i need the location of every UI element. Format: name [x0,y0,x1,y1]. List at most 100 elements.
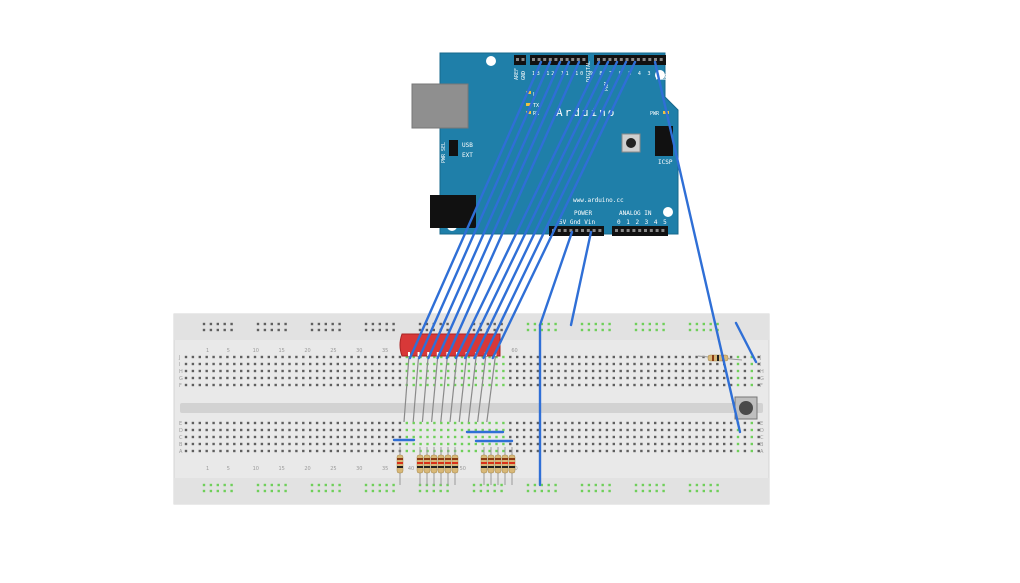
display-leads [403,355,496,423]
header-pin [537,58,541,61]
resistor-band [431,462,437,464]
resistor-band [495,458,501,460]
row-label: I [760,362,761,368]
header-pin [614,58,618,61]
row-label: F [760,383,763,389]
resistor-band [417,458,423,460]
resistor-band [495,466,501,468]
usb-label: USB [462,142,473,149]
resistor-band [488,466,494,468]
resistor-band [397,462,403,464]
display-pin [417,352,420,356]
jumper-wire [482,60,628,360]
header-pin [597,58,600,61]
row-label: C [760,435,764,441]
column-number: 1 [206,348,209,354]
resistor-band [502,458,508,460]
column-number: 15 [278,348,284,354]
digital-label: DIGITAL [586,61,592,82]
column-number: 35 [382,348,388,354]
column-number: 20 [304,348,310,354]
header-pin [565,58,569,61]
jumper-wire [473,60,619,360]
column-number: 5 [227,348,230,354]
display-lead [440,355,448,423]
breadboard-row-labels: J JI IH HG GF FE ED DC CB BA A [178,355,764,455]
header-pin [554,58,558,61]
power-select-jumper [449,140,458,156]
digital-header-low [594,55,666,65]
row-label: G [760,376,764,382]
header-pin [655,229,659,232]
column-number: 40 [408,466,414,472]
jumper-wire [436,60,571,360]
resistor-band [397,466,403,468]
column-number: 10 [253,348,259,354]
row-label: I [179,362,180,368]
resistor-band [481,466,487,468]
analog-pins-label: 0 1 2 3 4 5 [617,219,668,226]
header-pin [560,58,563,61]
row-label: H [179,369,183,375]
breadboard-column-numbers: 1155101015152020252530303535404045455050… [206,348,518,472]
row-label: D [179,428,183,434]
header-pin [543,58,547,61]
jumper-wire [538,230,574,327]
resistor-band [417,466,423,468]
display-lead [458,355,468,423]
header-pin [532,58,535,61]
resistor-band [438,466,444,468]
resistor-band [431,458,437,460]
pwr-led-label: PWR [650,111,660,117]
resistor-band [488,462,494,464]
icsp-header [655,126,673,156]
header-pin [598,229,602,232]
header-pin [649,229,653,232]
jumper-wire [454,60,601,360]
jumper-wire [427,60,562,360]
header-pin [654,58,657,61]
header-pin [521,58,525,61]
led-tx [526,103,531,106]
power-pins-label: 5V Gnd Vin [559,219,596,226]
header-pin [581,229,584,232]
breadboard-holes [184,322,760,493]
resistor-band [438,458,444,460]
led-tx-label: TX [533,103,539,109]
jumper-wire [408,60,543,360]
resistor-band [495,462,501,464]
resistor-array [396,447,516,485]
column-number: 5 [227,466,230,472]
column-number: 25 [330,466,336,472]
pushbutton [734,396,758,420]
header-pin [648,58,652,61]
icsp-label: ICSP [658,159,673,166]
header-pin [571,58,575,61]
resistor-band [452,458,458,460]
power-jack [430,195,476,228]
header-pin [642,58,646,61]
display-lead [412,355,420,423]
header-pin [563,229,567,232]
display-lead [449,355,458,423]
gnd-label: GND [521,71,527,80]
display-lead [403,355,410,423]
pin-numbers: 13 12 11 10 9 8 7 6 5 4 3 2 1 0 [532,71,681,77]
header-pin [659,58,663,61]
row-label: C [179,435,183,441]
header-pins [516,58,665,232]
display-lead [467,355,477,423]
header-pin [661,229,665,232]
resistor-band [488,458,494,460]
resistor-band [431,466,437,468]
pwm-label: PWM [604,82,610,91]
header-pin [548,58,552,61]
header-pin [636,58,640,61]
display-lead [477,355,487,423]
header-pin [632,229,636,232]
header-aref-gnd [514,55,526,65]
website-text: www.arduino.cc [573,197,624,204]
column-number: 15 [278,466,284,472]
display-lead [431,355,439,423]
